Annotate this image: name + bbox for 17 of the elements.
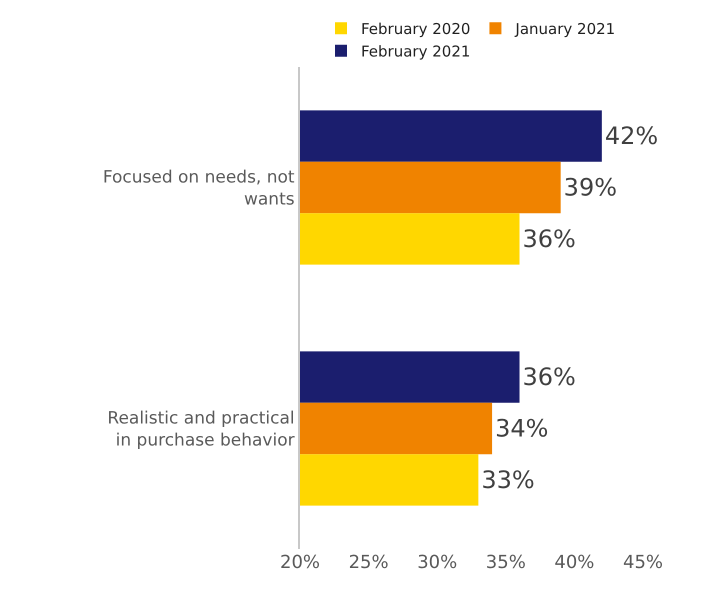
legend-label: January 2021	[514, 20, 616, 38]
data-label: 34%	[495, 414, 548, 442]
data-label: 42%	[604, 122, 658, 150]
x-tick-label: 45%	[622, 552, 664, 573]
x-tick-label: 25%	[348, 552, 389, 573]
y-tick-label: Realistic and practical in purchase behavior	[107, 408, 295, 450]
y-tick-label: Focused on needs, not wants	[102, 167, 295, 210]
x-tick-label: 20%	[280, 552, 320, 573]
data-label: 33%	[481, 466, 535, 494]
x-tick-label: 30%	[417, 552, 458, 573]
x-tick-label: 35%	[486, 552, 526, 573]
x-tick-label: 40%	[554, 552, 594, 573]
legend-label: February 2020	[361, 20, 470, 38]
legend-label: February 2021	[361, 42, 470, 61]
data-label: 36%	[522, 224, 576, 253]
data-label: 39%	[564, 174, 618, 202]
data-label: 36%	[522, 363, 576, 392]
